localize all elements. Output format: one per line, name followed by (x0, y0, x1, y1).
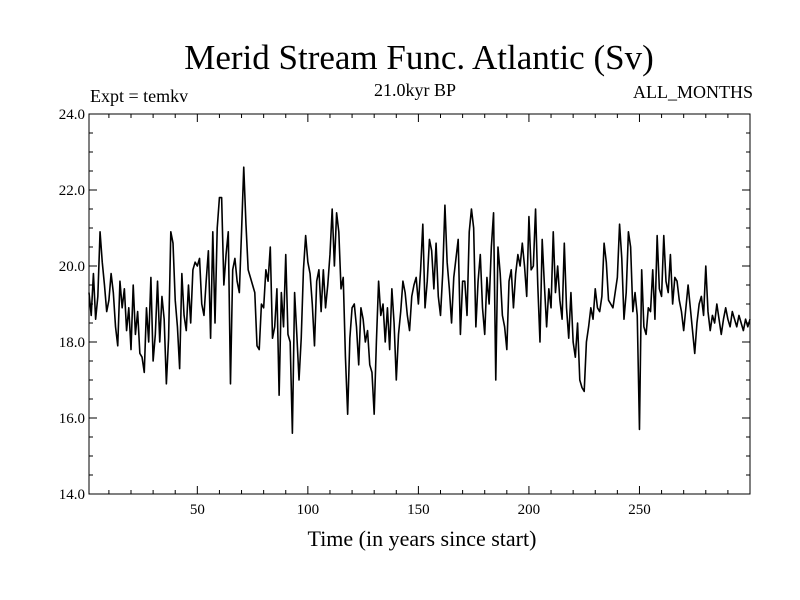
season-label: ALL_MONTHS (633, 82, 753, 102)
y-tick-label: 16.0 (59, 411, 85, 427)
x-tick-label: 50 (190, 502, 205, 518)
y-tick-label: 24.0 (59, 107, 85, 123)
y-tick-label: 18.0 (59, 335, 85, 351)
experiment-label: Expt = temkv (90, 86, 189, 106)
x-tick-label: 250 (628, 502, 651, 518)
y-tick-label: 22.0 (59, 183, 85, 199)
y-tick-label: 14.0 (59, 487, 85, 503)
x-tick-label: 100 (297, 502, 320, 518)
x-tick-label: 150 (407, 502, 430, 518)
x-tick-label: 200 (518, 502, 541, 518)
chart-subtitle: 21.0kyr BP (373, 80, 456, 100)
x-axis-label: Time (in years since start) (307, 526, 537, 551)
chart-title: Merid Stream Func. Atlantic (Sv) (184, 38, 654, 77)
axis-tick-labels: 50 100 150 200 250 14.0 16.0 18.0 20.0 22.0 24.0 (59, 107, 651, 518)
axis-ticks (89, 113, 750, 495)
y-tick-label: 20.0 (59, 259, 85, 275)
series-line (88, 166, 751, 434)
